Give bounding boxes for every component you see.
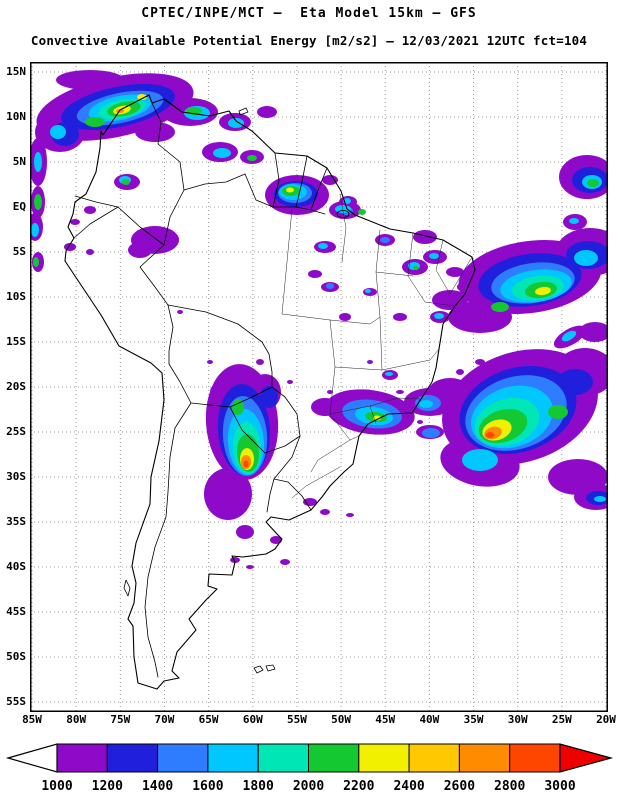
lon-tick-label: 30W — [507, 713, 528, 726]
lat-tick-label: 10N — [6, 110, 26, 123]
lat-tick-label: 55S — [6, 695, 26, 708]
colorbar-left-arrow — [5, 743, 58, 773]
state-borders — [281, 193, 473, 499]
lon-tick-label: 55W — [286, 713, 307, 726]
colorbar-tick-label: 1600 — [192, 779, 223, 794]
lon-tick-label: 75W — [110, 713, 131, 726]
lat-tick-label: 20S — [6, 380, 26, 393]
map — [30, 62, 608, 712]
lon-tick-label: 40W — [419, 713, 440, 726]
page-subtitle: Convective Available Potential Energy [m… — [30, 33, 588, 48]
lon-tick-label: 65W — [198, 713, 219, 726]
country-borders — [73, 100, 328, 678]
lon-tick-label: 70W — [154, 713, 175, 726]
lat-tick-label: EQ — [12, 200, 26, 213]
colorbar-segment — [509, 743, 561, 773]
colorbar-tick-label: 2400 — [393, 779, 424, 794]
colorbar-right-arrow — [559, 743, 614, 773]
lat-tick-label: 10S — [6, 290, 26, 303]
colorbar: 1000 1200 1400 1600 1800 2000 2200 2400 … — [5, 743, 614, 794]
lon-tick-label: 35W — [463, 713, 484, 726]
lon-tick-label: 45W — [375, 713, 396, 726]
lat-tick-label: 5N — [12, 155, 26, 168]
lat-tick-label: 15N — [6, 65, 26, 78]
colorbar-tick-label: 3000 — [544, 779, 575, 794]
colorbar-segment — [157, 743, 209, 773]
page-title: CPTEC/INPE/MCT — Eta Model 15km — GFS — [141, 6, 477, 21]
islands — [123, 107, 350, 674]
colorbar-segment — [358, 743, 410, 773]
lon-tick-label: 25W — [551, 713, 572, 726]
colorbar-segment — [56, 743, 108, 773]
colorbar-tick-label: 2000 — [293, 779, 324, 794]
lat-tick-label: 5S — [12, 245, 26, 258]
colorbar-segment — [257, 743, 310, 773]
colorbar-segment — [207, 743, 259, 773]
colorbar-tick-label: 1400 — [142, 779, 173, 794]
lon-axis: 85W 80W 75W 70W 65W 60W 55W 50W 45W 40W 35W 30W 25W 2… — [22, 713, 618, 729]
lat-tick-label: 50S — [6, 650, 26, 663]
colorbar-tick-label: 1200 — [92, 779, 123, 794]
lat-tick-label: 15S — [6, 335, 26, 348]
lat-tick-label: 30S — [6, 470, 26, 483]
colorbar-tick-label: 1000 — [41, 779, 72, 794]
lon-tick-label: 60W — [242, 713, 263, 726]
colorbar-tick-label: 2600 — [444, 779, 475, 794]
lat-tick-label: 45S — [6, 605, 26, 618]
lon-tick-label: 85W — [22, 713, 42, 726]
cape-level-3000 — [243, 432, 495, 468]
colorbar-segment — [408, 743, 460, 773]
lat-tick-label: 25S — [6, 425, 26, 438]
map-frame — [30, 62, 608, 712]
south-america-coastline — [64, 94, 476, 690]
colorbar-segment — [458, 743, 511, 773]
colorbar-segment — [308, 743, 360, 773]
coastline-borders — [64, 94, 476, 690]
lon-tick-label: 20W — [596, 713, 616, 726]
colorbar-tick-label: 1800 — [243, 779, 274, 794]
lat-tick-label: 40S — [6, 560, 26, 573]
lat-axis: 15N 10N 5N EQ 5S 10S 15S 20S 25S 30S 35S 40S 45S 50S 5… — [0, 62, 28, 712]
colorbar-tick-label: 2800 — [494, 779, 525, 794]
colorbar-segment — [106, 743, 159, 773]
lat-tick-label: 35S — [6, 515, 26, 528]
colorbar-tick-label: 2200 — [343, 779, 374, 794]
cape-level-1000 — [30, 70, 608, 569]
lon-tick-label: 50W — [331, 713, 351, 726]
lon-tick-label: 80W — [66, 713, 87, 726]
cape-shading — [30, 70, 608, 569]
